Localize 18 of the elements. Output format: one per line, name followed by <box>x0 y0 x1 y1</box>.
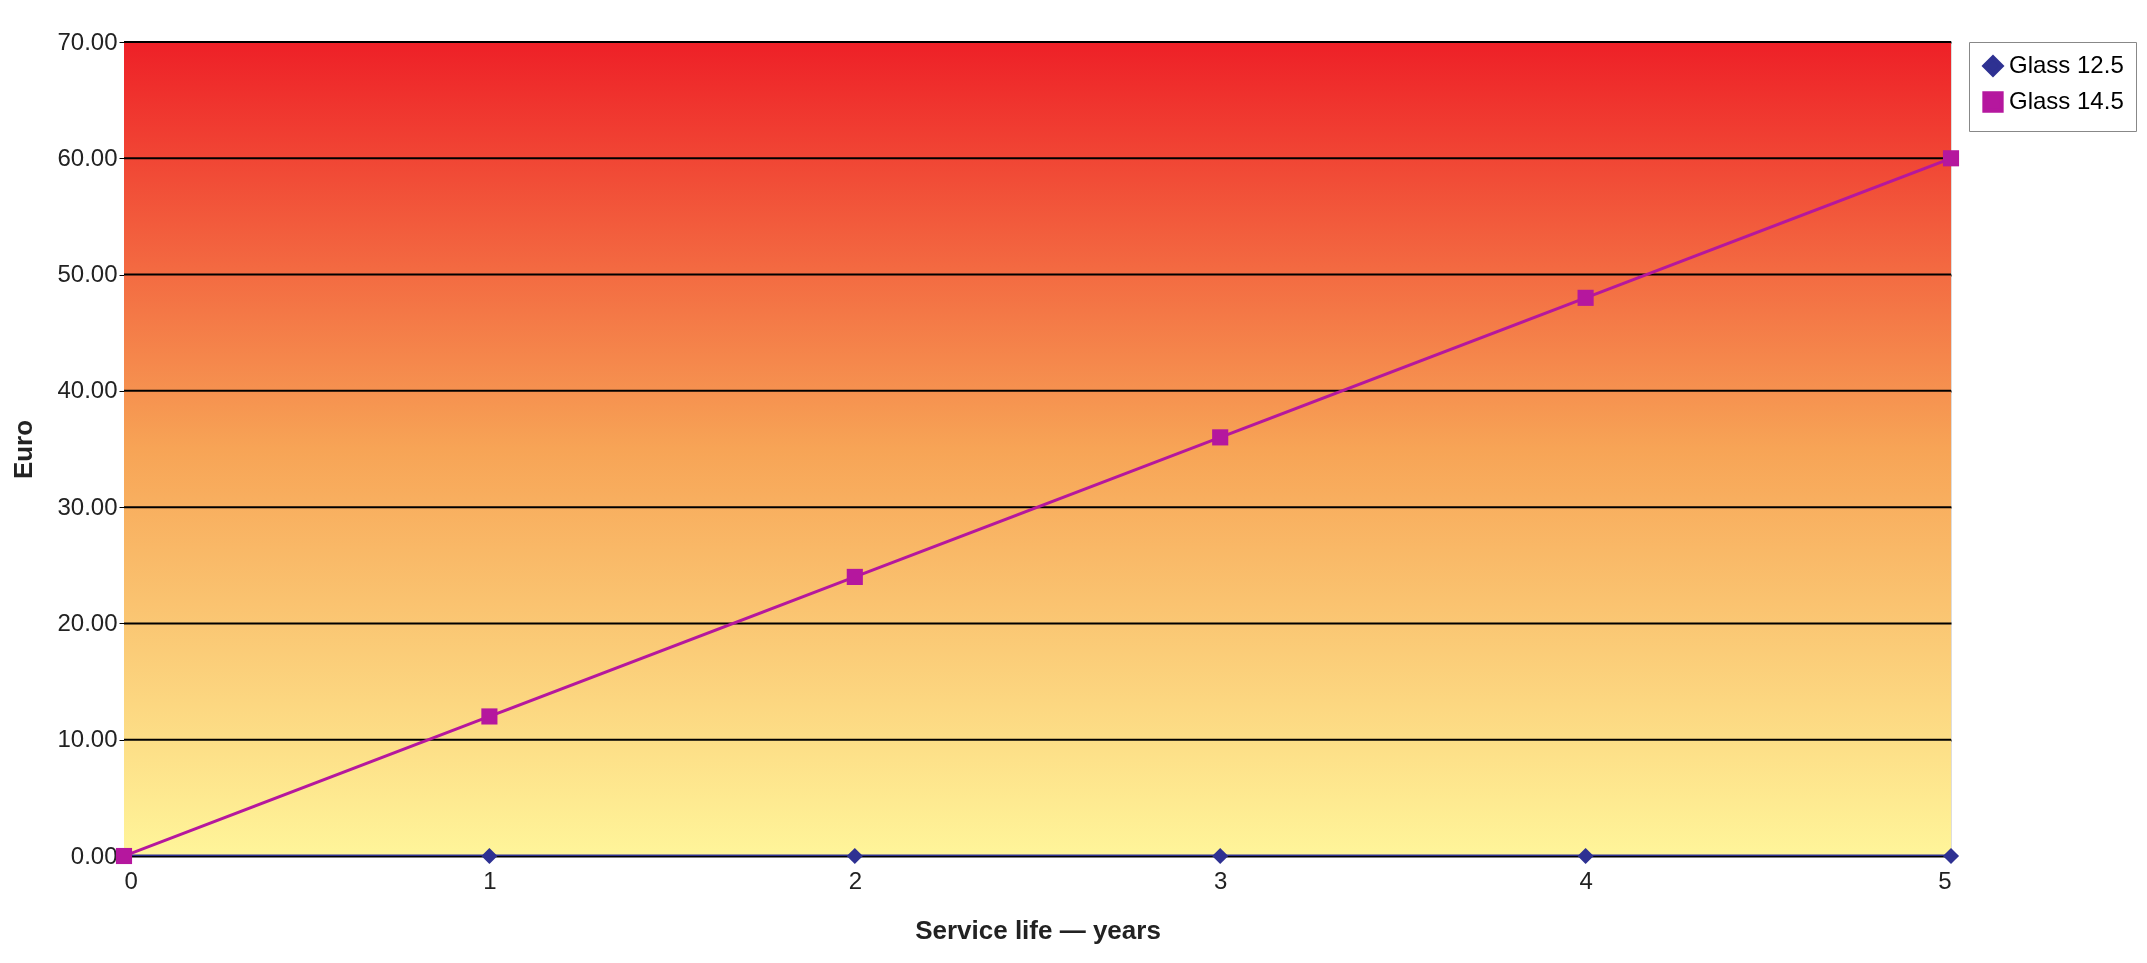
x-tick-label: 3 <box>1214 866 1228 894</box>
y-tick-label: 60.00 <box>57 143 118 171</box>
y-tick-label: 20.00 <box>57 608 118 636</box>
y-tick-label: 50.00 <box>57 260 118 288</box>
x-tick-label: 2 <box>848 866 862 894</box>
y-tick-label: 0.00 <box>70 841 118 869</box>
x-tick-label: 5 <box>1938 866 1952 894</box>
x-tick-label: 4 <box>1579 866 1593 894</box>
legend-label: Glass 12.5 <box>2009 51 2124 78</box>
x-axis-title: Service life — years <box>915 914 1161 945</box>
y-tick-label: 70.00 <box>57 27 118 55</box>
y-tick-label: 10.00 <box>57 725 118 753</box>
y-tick-label: 40.00 <box>57 376 118 404</box>
legend-label: Glass 14.5 <box>2009 87 2124 114</box>
x-tick-label: 1 <box>483 866 497 894</box>
y-tick-label: 30.00 <box>57 492 118 520</box>
x-tick-label: 0 <box>124 866 138 894</box>
y-axis-title: Euro <box>8 419 39 480</box>
